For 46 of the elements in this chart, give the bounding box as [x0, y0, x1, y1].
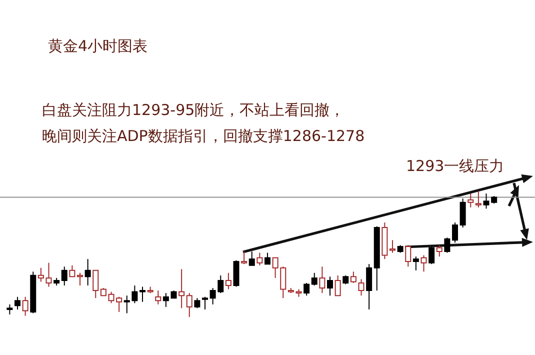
text: 晚间则关注ADP数据指引，回撤支撑1286-1278 [42, 127, 365, 146]
candlestick [186, 292, 192, 318]
candlestick [460, 198, 466, 228]
candlestick [475, 190, 482, 208]
candlestick [327, 276, 333, 296]
candlestick [264, 252, 270, 265]
candlestick [178, 268, 185, 309]
candlestick [155, 290, 162, 305]
candlestick [311, 272, 318, 286]
candlestick [358, 278, 364, 296]
candlestick [6, 304, 13, 315]
candlestick [14, 296, 20, 310]
candlestick [366, 264, 372, 310]
candlestick [444, 237, 450, 254]
candlestick [412, 256, 419, 271]
candlestick [84, 258, 91, 286]
candlestick [92, 270, 99, 299]
candlestick [468, 193, 474, 208]
candlestick [77, 272, 83, 286]
candlestick [350, 271, 356, 284]
text: 白盘关注阻力1293-95附近，不站上看回撤， [42, 101, 345, 120]
candlestick [304, 282, 310, 296]
candlestick [202, 296, 208, 310]
candlestick [319, 266, 326, 294]
candlestick [194, 298, 200, 309]
candlestick [436, 244, 442, 258]
candlestick [420, 254, 427, 272]
candlestick [248, 250, 255, 266]
candlestick [390, 240, 396, 254]
candlestick [46, 262, 52, 288]
candlestick [69, 264, 76, 278]
candlestick [162, 292, 169, 308]
text: 1293一线压力 [406, 157, 504, 176]
candlestick [334, 274, 341, 296]
candlestick [256, 252, 263, 266]
candlestick [452, 222, 458, 244]
candlestick [225, 272, 232, 290]
candlestick [405, 244, 412, 268]
candlestick [233, 260, 240, 288]
candlestick [38, 267, 44, 282]
candlestick [22, 296, 28, 316]
candlestick [61, 266, 68, 286]
chart-title: 黄金4小时图表 [48, 37, 148, 56]
candlestick [241, 250, 248, 265]
candlestick [428, 246, 435, 265]
candlestick [140, 286, 146, 302]
